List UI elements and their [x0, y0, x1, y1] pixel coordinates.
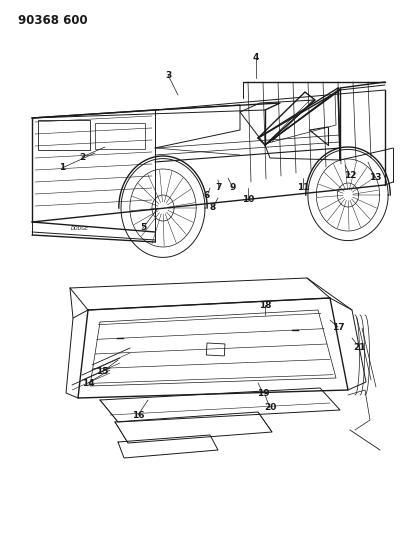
Bar	[206, 343, 225, 356]
Text: 90368 600: 90368 600	[18, 14, 87, 27]
Text: 9: 9	[230, 183, 236, 192]
Text: 15: 15	[96, 367, 108, 376]
Text: 4: 4	[253, 53, 259, 62]
Text: 14: 14	[82, 378, 94, 387]
Text: DODGE: DODGE	[71, 226, 89, 231]
Text: 19: 19	[257, 389, 269, 398]
Text: 6: 6	[204, 191, 210, 200]
Text: 12: 12	[344, 171, 356, 180]
Bar	[95, 123, 145, 149]
Bar	[38, 120, 90, 150]
Text: 20: 20	[264, 403, 276, 413]
Text: 3: 3	[165, 70, 171, 79]
Text: 2: 2	[79, 152, 85, 161]
Text: 1: 1	[59, 164, 65, 173]
Text: 7: 7	[216, 183, 222, 192]
Text: 8: 8	[210, 203, 216, 212]
Text: 21: 21	[354, 343, 366, 352]
Text: 16: 16	[132, 410, 144, 419]
Text: 11: 11	[297, 183, 309, 192]
Text: 13: 13	[369, 174, 381, 182]
Text: 5: 5	[140, 223, 146, 232]
Text: 10: 10	[242, 196, 254, 205]
Text: 17: 17	[332, 322, 344, 332]
Text: 18: 18	[259, 301, 271, 310]
